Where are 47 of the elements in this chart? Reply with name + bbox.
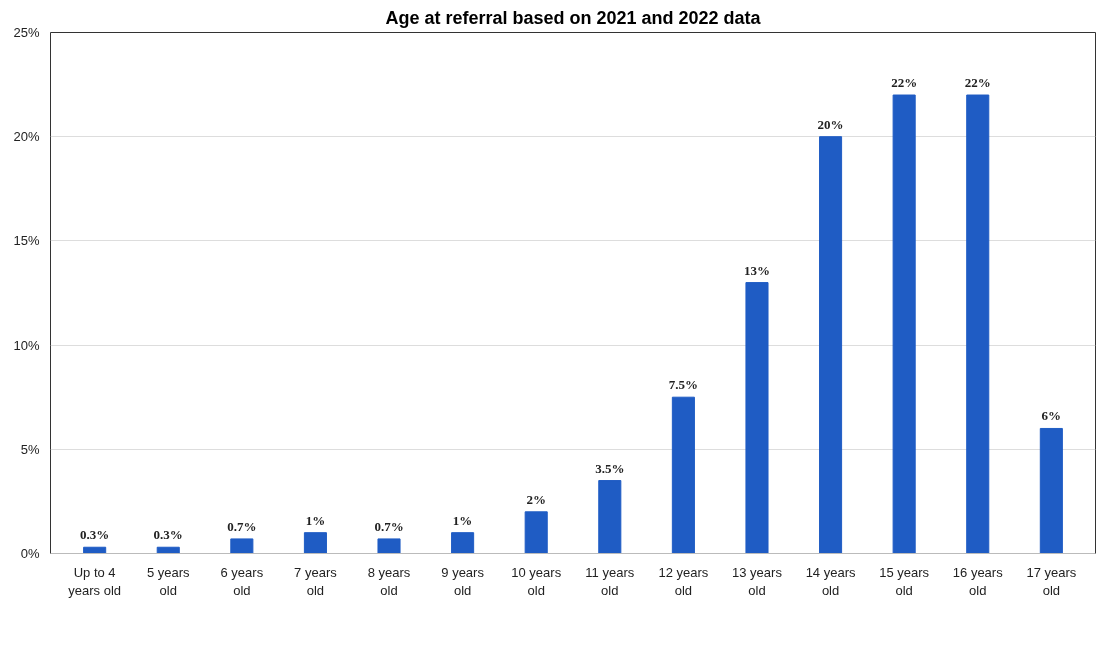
x-tick-label: 15 years old [879, 564, 930, 598]
data-label: 22% [891, 75, 918, 91]
y-tick-label: 20% [13, 129, 40, 145]
data-label: 7.5% [668, 377, 699, 393]
bar [1039, 427, 1063, 554]
x-tick-label: 16 years old [952, 564, 1004, 598]
data-label: 6% [1041, 408, 1062, 424]
bar [524, 511, 548, 554]
data-label: 3.5% [595, 460, 625, 476]
bar [377, 538, 401, 554]
data-label: 22% [964, 75, 991, 91]
x-tick-label: 11 years old [585, 564, 635, 598]
x-tick-label: 7 years old [294, 564, 338, 598]
data-label: 0.7% [374, 518, 404, 534]
data-label: 20% [817, 116, 844, 132]
x-tick-label: Up to 4 years old [68, 564, 122, 598]
data-label: 0.7% [227, 518, 257, 534]
bar [966, 94, 990, 554]
data-label: 2% [526, 491, 546, 507]
data-label: 13% [743, 262, 770, 278]
bar [819, 136, 843, 554]
bar [671, 396, 695, 554]
y-tick-label: 25% [13, 25, 40, 40]
y-tick-label: 10% [13, 337, 40, 353]
x-tick-label: 10 years old [511, 564, 562, 598]
data-label: 0.3% [80, 527, 110, 543]
y-tick-label: 5% [20, 441, 40, 457]
x-tick-label: 5 years old [146, 564, 191, 598]
bar [303, 532, 327, 554]
chart-title: Age at referral based on 2021 and 2022 data [385, 7, 762, 28]
x-tick-label: 6 years old [220, 564, 264, 598]
bar [892, 94, 916, 554]
x-tick-label: 17 years old [1026, 564, 1077, 598]
y-tick-label: 15% [13, 233, 40, 249]
x-tick-label: 12 years old [658, 564, 709, 598]
data-label: 1% [452, 512, 473, 528]
data-label: 1% [305, 512, 326, 528]
x-tick-label: 9 years old [441, 564, 485, 598]
x-tick-label: 13 years old [732, 564, 783, 598]
y-tick-label: 0% [20, 546, 40, 561]
x-tick-label: 8 years old [367, 564, 411, 598]
x-tick-label: 14 years old [805, 564, 856, 598]
data-label: 0.3% [153, 527, 183, 543]
bar [451, 532, 475, 554]
bar [598, 480, 622, 554]
bar [745, 282, 769, 554]
bar [230, 538, 254, 554]
